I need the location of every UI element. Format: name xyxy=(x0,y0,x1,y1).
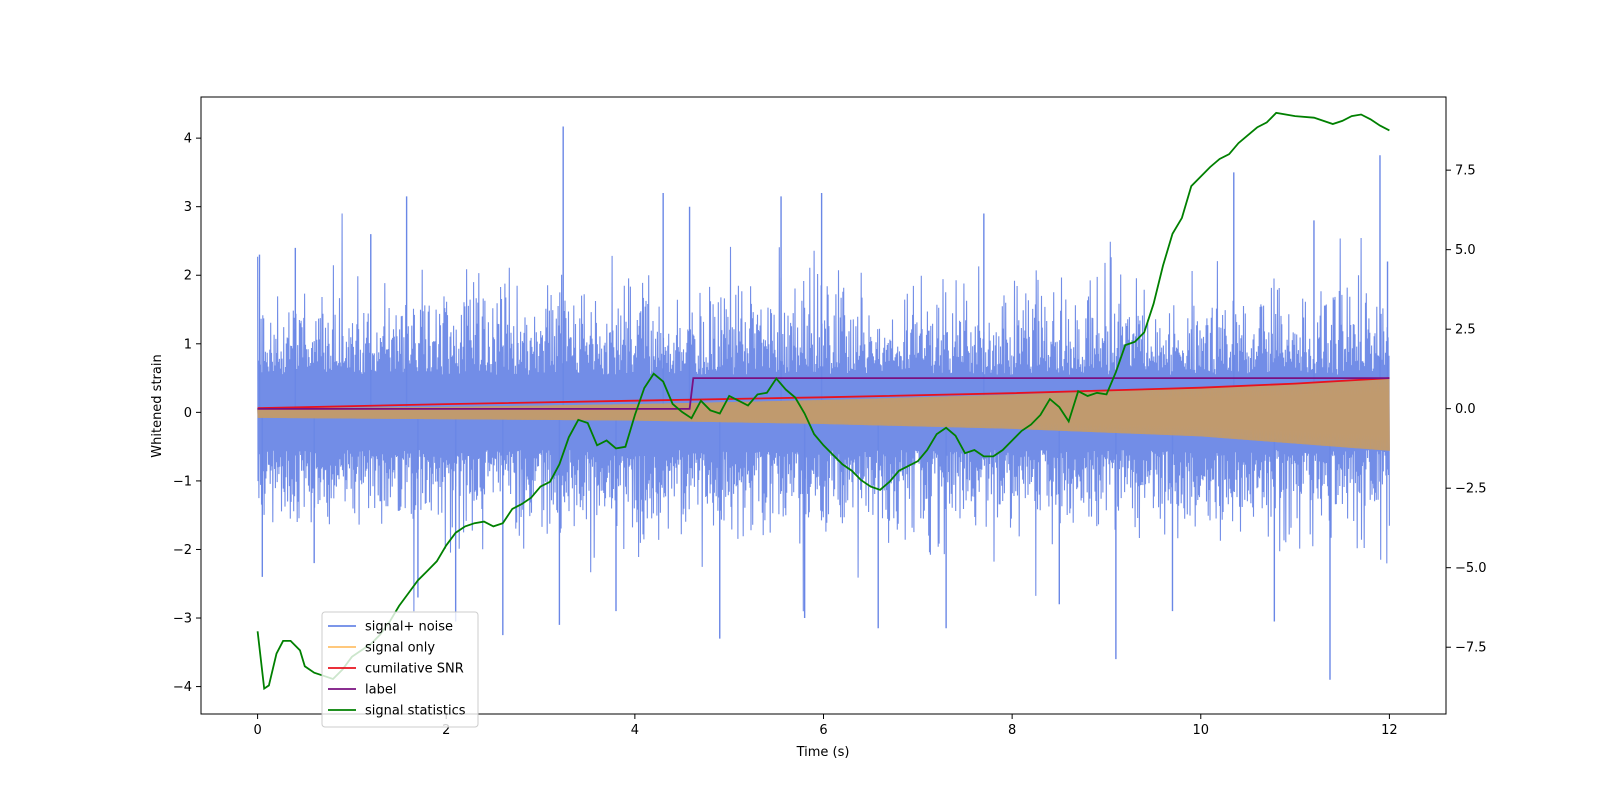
y-tick-label: 2 xyxy=(184,269,192,284)
x-tick-label: 6 xyxy=(819,723,827,738)
x-axis-title: Time (s) xyxy=(796,745,850,760)
y2-tick-label: −2.5 xyxy=(1455,482,1487,497)
y-tick-label: 1 xyxy=(184,337,192,352)
y-tick-label: −3 xyxy=(173,612,192,627)
y-axis-right: −7.5 −5.0 −2.5 0.0 2.5 5.0 7.5 xyxy=(1446,164,1487,656)
x-tick-label: 10 xyxy=(1192,723,1209,738)
y2-tick-label: 7.5 xyxy=(1455,164,1476,179)
y2-tick-label: −7.5 xyxy=(1455,641,1487,656)
series-cumulative-snr-line xyxy=(257,377,1390,410)
legend-label: cumilative SNR xyxy=(365,662,464,677)
legend-box xyxy=(321,611,479,728)
legend-label: signal only xyxy=(365,641,435,656)
y-axis-left: −4 −3 −2 −1 0 1 2 3 4 xyxy=(173,132,201,695)
legend-label: signal+ noise xyxy=(365,620,453,635)
y-tick-label: 0 xyxy=(184,406,192,421)
y2-tick-label: 5.0 xyxy=(1455,243,1476,258)
x-tick-label: 0 xyxy=(253,723,261,738)
series-label-line xyxy=(257,377,1390,410)
x-tick-label: 4 xyxy=(631,723,639,738)
y2-tick-label: 0.0 xyxy=(1455,402,1476,417)
series-signal-statistics-line xyxy=(256,111,1390,691)
y2-tick-label: −5.0 xyxy=(1455,561,1487,576)
series-signal-only-envelope xyxy=(257,378,1390,451)
legend: signal+ noise signal only cumilative SNR la… xyxy=(321,611,479,728)
x-tick-label: 8 xyxy=(1008,723,1016,738)
series-signal-noise-line xyxy=(257,213,1390,612)
x-axis: 0 2 4 6 8 10 12 xyxy=(253,714,1398,738)
y-tick-label: −2 xyxy=(173,543,192,558)
y2-tick-label: 2.5 xyxy=(1455,323,1476,338)
legend-label: label xyxy=(365,683,396,698)
y-tick-label: 3 xyxy=(184,200,192,215)
y-tick-label: 4 xyxy=(184,132,192,147)
y-tick-label: −4 xyxy=(173,680,192,695)
plot-area xyxy=(256,111,1390,691)
legend-label: signal statistics xyxy=(365,704,466,719)
y-tick-label: −1 xyxy=(173,474,192,489)
x-tick-label: 12 xyxy=(1381,723,1398,738)
x-tick-label: 2 xyxy=(442,723,450,738)
y-axis-title: Whitened strain xyxy=(150,354,165,457)
